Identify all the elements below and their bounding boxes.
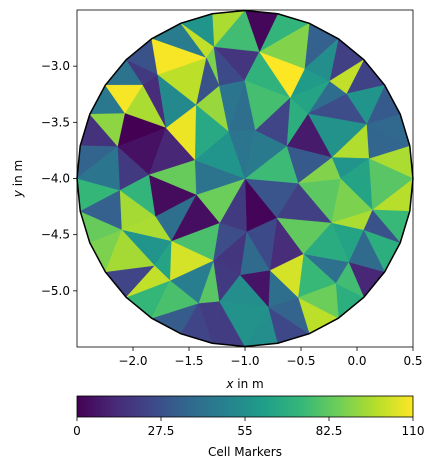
- x-tick-label: −0.5: [286, 354, 315, 368]
- mesh-cells: [76, 10, 414, 347]
- x-tick-label: −1.5: [174, 354, 203, 368]
- plot-area: [76, 9, 414, 348]
- x-axis: −2.0 −1.5 −1.0 −0.5 0.0 0.5: [118, 347, 423, 368]
- y-tick-label: −4.0: [41, 172, 70, 186]
- mesh-cell: [244, 130, 287, 179]
- colorbar: 0 27.5 55 82.5 110 Cell Markers: [73, 395, 424, 459]
- y-tick-label: −4.5: [41, 228, 70, 242]
- colorbar-label: Cell Markers: [208, 445, 282, 459]
- colorbar-tick-label: 0: [73, 424, 81, 438]
- colorbar-tick-label: 82.5: [316, 424, 343, 438]
- y-axis: −3.0 −3.5 −4.0 −4.5 −5.0: [41, 59, 77, 298]
- y-tick-label: −3.5: [41, 115, 70, 129]
- colorbar-ticks: 0 27.5 55 82.5 110: [73, 417, 424, 438]
- y-tick-label: −5.0: [41, 284, 70, 298]
- x-tick-label: −1.0: [230, 354, 259, 368]
- colorbar-tick-label: 110: [402, 424, 425, 438]
- colorbar-gradient: [76, 395, 414, 418]
- colorbar-tick-label: 27.5: [148, 424, 175, 438]
- x-axis-label: x in m: [225, 377, 263, 391]
- x-tick-label: −2.0: [118, 354, 147, 368]
- y-axis-label: y in m: [11, 160, 25, 198]
- x-tick-label: 0.0: [347, 354, 366, 368]
- colorbar-tick-label: 55: [237, 424, 252, 438]
- x-tick-label: 0.5: [403, 354, 422, 368]
- y-tick-label: −3.0: [41, 59, 70, 73]
